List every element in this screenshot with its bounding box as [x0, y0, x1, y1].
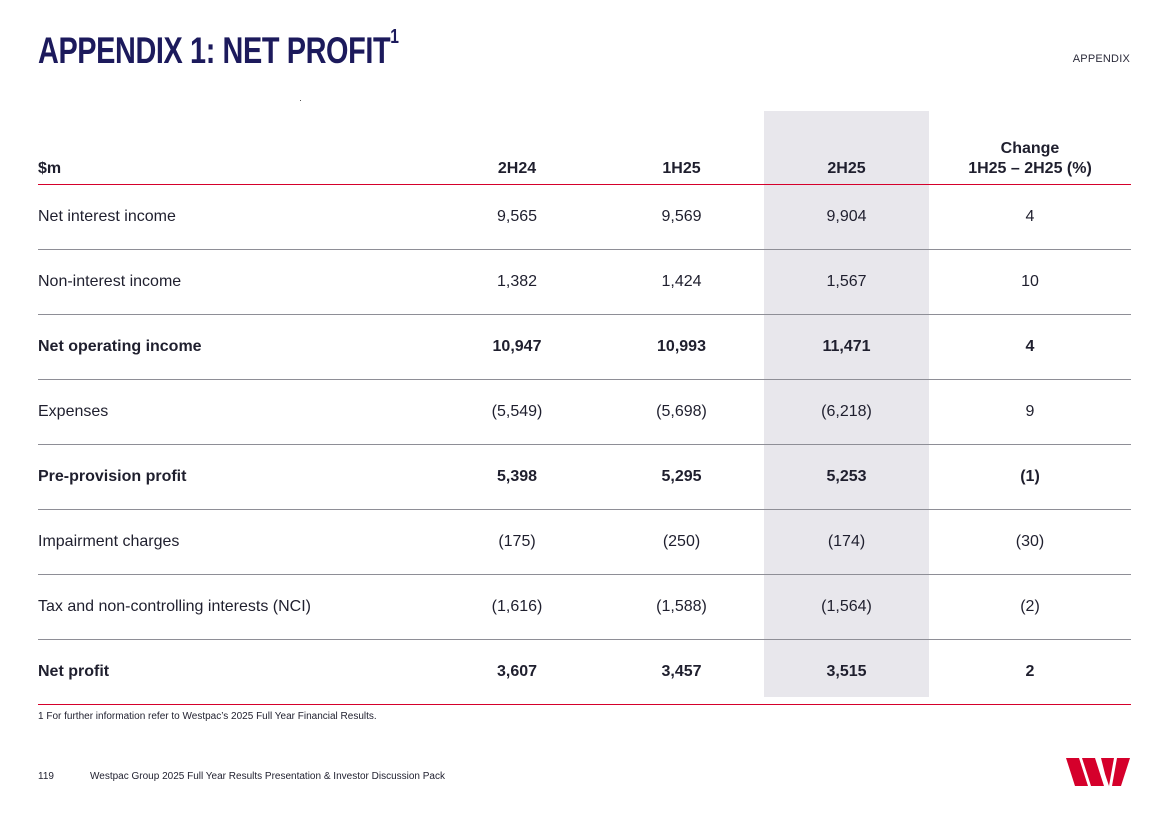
- cell-2h25: (6,218): [764, 379, 929, 445]
- row-label: Impairment charges: [38, 509, 435, 575]
- page-number: 119: [38, 771, 54, 782]
- cell-change: 4: [929, 184, 1131, 250]
- cell-2h25: (1,564): [764, 574, 929, 640]
- westpac-logo-icon: [1066, 758, 1130, 786]
- page-title-text: APPENDIX 1: NET PROFIT: [38, 30, 391, 71]
- cell-2h25: 3,515: [764, 639, 929, 705]
- cell-2h25: 5,253: [764, 444, 929, 510]
- row-label: Net interest income: [38, 184, 435, 250]
- cell-2h24: (175): [435, 509, 599, 575]
- cell-1h25: 10,993: [599, 314, 764, 380]
- cell-2h24: (5,549): [435, 379, 599, 445]
- table-row: Tax and non-controlling interests (NCI)(…: [38, 574, 1131, 640]
- col-header-unit: $m: [38, 111, 435, 185]
- cell-2h25: (174): [764, 509, 929, 575]
- cell-1h25: (5,698): [599, 379, 764, 445]
- footnote: 1 For further information refer to Westp…: [38, 711, 377, 722]
- change-header-line1: Change: [1000, 140, 1060, 157]
- title-footnote-marker: 1: [390, 26, 399, 48]
- row-label: Net operating income: [38, 314, 435, 380]
- cell-1h25: (1,588): [599, 574, 764, 640]
- row-label: Tax and non-controlling interests (NCI): [38, 574, 435, 640]
- cell-change: (30): [929, 509, 1131, 575]
- cell-1h25: 5,295: [599, 444, 764, 510]
- table-row: Net operating income 10,947 10,993 11,471 4: [38, 314, 1131, 380]
- cell-change: 10: [929, 249, 1131, 315]
- table-row: Net profit 3,607 3,457 3,515 2: [38, 639, 1131, 705]
- footer-text: Westpac Group 2025 Full Year Results Pre…: [90, 771, 445, 782]
- cell-2h24: (1,616): [435, 574, 599, 640]
- page-title: APPENDIX 1: NET PROFIT1: [38, 26, 399, 72]
- cell-1h25: 9,569: [599, 184, 764, 250]
- col-header-2h24: 2H24: [435, 111, 599, 185]
- table-row: Non-interest income 1,382 1,424 1,567 10: [38, 249, 1131, 315]
- cell-2h24: 1,382: [435, 249, 599, 315]
- cell-2h24: 10,947: [435, 314, 599, 380]
- cell-2h25: 1,567: [764, 249, 929, 315]
- col-header-1h25: 1H25: [599, 111, 764, 185]
- cell-change: 4: [929, 314, 1131, 380]
- cell-2h25: 11,471: [764, 314, 929, 380]
- row-label: Expenses: [38, 379, 435, 445]
- row-label: Non-interest income: [38, 249, 435, 315]
- cell-2h24: 9,565: [435, 184, 599, 250]
- row-label: Net profit: [38, 639, 435, 705]
- cell-1h25: 3,457: [599, 639, 764, 705]
- cell-change: (1): [929, 444, 1131, 510]
- cell-change: (2): [929, 574, 1131, 640]
- table-header-row: $m 2H24 1H25 2H25 Change 1H25 – 2H25 (%): [38, 111, 1131, 185]
- table-row: Net interest income 9,565 9,569 9,904 4: [38, 184, 1131, 250]
- table-row: Pre-provision profit 5,398 5,295 5,253 (1): [38, 444, 1131, 510]
- decorative-dot: [300, 100, 301, 101]
- col-header-2h25: 2H25: [764, 111, 929, 185]
- net-profit-table: $m 2H24 1H25 2H25 Change 1H25 – 2H25 (%) …: [38, 111, 1131, 705]
- cell-change: 2: [929, 639, 1131, 705]
- cell-1h25: (250): [599, 509, 764, 575]
- row-label: Pre-provision profit: [38, 444, 435, 510]
- cell-2h25: 9,904: [764, 184, 929, 250]
- col-header-change: Change 1H25 – 2H25 (%): [929, 111, 1131, 185]
- section-tag: APPENDIX: [1072, 53, 1130, 65]
- cell-2h24: 3,607: [435, 639, 599, 705]
- cell-change: 9: [929, 379, 1131, 445]
- table-row: Impairment charges (175) (250) (174) (30): [38, 509, 1131, 575]
- cell-1h25: 1,424: [599, 249, 764, 315]
- table-row: Expenses (5,549) (5,698) (6,218) 9: [38, 379, 1131, 445]
- cell-2h24: 5,398: [435, 444, 599, 510]
- change-header-line2: 1H25 – 2H25 (%): [968, 160, 1092, 177]
